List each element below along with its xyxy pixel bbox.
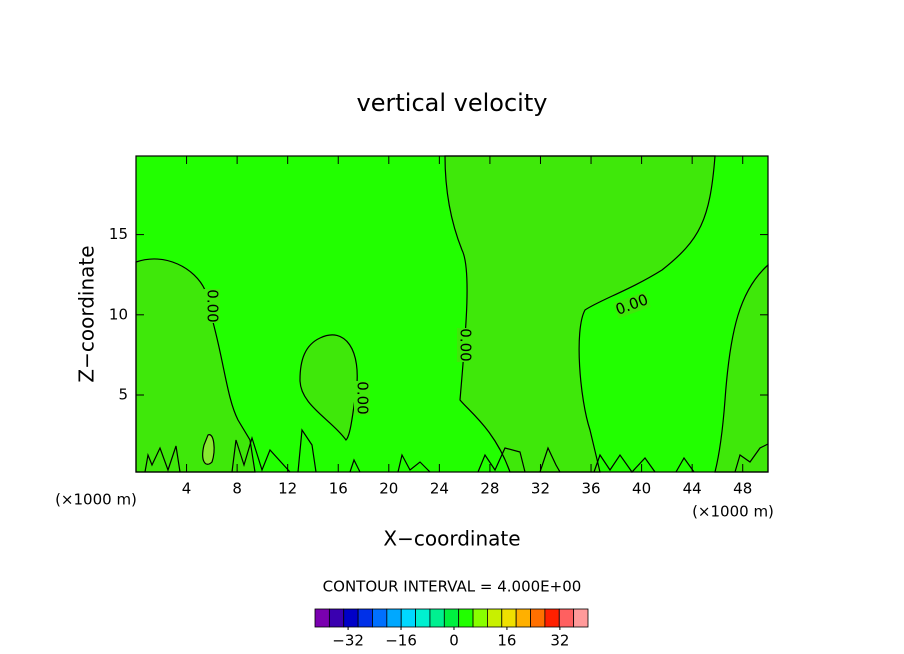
contour-regions — [135, 155, 769, 473]
colorbar-tick-label: 0 — [449, 632, 459, 650]
y-tick-label: 5 — [118, 386, 128, 404]
contour-region — [714, 263, 769, 473]
x-tick-label: 48 — [733, 480, 752, 498]
contour-region — [135, 258, 256, 473]
colorbar-swatch — [472, 608, 488, 628]
contour-label: 0.00 — [457, 328, 475, 361]
colorbar-swatch — [429, 608, 445, 628]
y-tick-label: 15 — [109, 225, 128, 243]
x-tick-label: 32 — [531, 480, 550, 498]
contour-label-bg — [354, 381, 370, 415]
colorbar-tick-label: −32 — [332, 632, 364, 650]
x-tick-label: 36 — [581, 480, 600, 498]
colorbar-swatch — [558, 608, 575, 628]
y-tick-label: 10 — [109, 305, 128, 323]
contour-interval: CONTOUR INTERVAL = 4.000E+00 — [323, 578, 582, 596]
contour-region — [202, 434, 215, 465]
colorbar-swatch — [357, 608, 373, 628]
colorbar-swatch — [544, 608, 560, 628]
contour-label-bg — [613, 291, 651, 319]
x-tick-label: 24 — [430, 480, 449, 498]
x-tick-label: 40 — [632, 480, 651, 498]
chart-title: vertical velocity — [357, 89, 548, 117]
x-tick-label: 44 — [683, 480, 702, 498]
x-tick-label: 20 — [379, 480, 398, 498]
x-tick-label: 4 — [182, 480, 192, 498]
colorbar-tick-label: 16 — [497, 632, 516, 650]
colorbar-swatch — [328, 608, 345, 628]
colorbar-tick-label: −16 — [385, 632, 417, 650]
colorbar-swatch — [386, 608, 402, 628]
y-axis-label: Z−coordinate — [75, 245, 99, 382]
colorbar-swatch — [530, 608, 546, 628]
colorbar-swatch — [415, 608, 431, 628]
colorbar-swatch — [487, 608, 503, 628]
contour-region — [444, 155, 716, 473]
x-tick-label: 8 — [232, 480, 242, 498]
contour-squiggle — [144, 428, 769, 473]
colorbar-swatch — [443, 608, 460, 628]
x-tick-label: 28 — [480, 480, 499, 498]
x-tick-label: 12 — [278, 480, 297, 498]
contour-label: 0.00 — [204, 289, 222, 322]
colorbar-tick-label: 32 — [550, 632, 569, 650]
contour-label-bg — [457, 328, 473, 362]
colorbar-swatch — [400, 608, 416, 628]
colorbar-swatch — [515, 608, 531, 628]
colorbar-swatch — [372, 608, 388, 628]
colorbar-swatch — [343, 608, 359, 628]
x-unit: (×1000 m) — [55, 491, 137, 509]
x-unit: (×1000 m) — [692, 503, 774, 521]
contour-label: 0.00 — [354, 381, 372, 414]
contour-label-bg — [204, 289, 220, 323]
colorbar-swatch — [458, 608, 474, 628]
x-tick-label: 16 — [329, 480, 348, 498]
contour-region — [299, 334, 358, 441]
colorbar-swatch — [573, 608, 589, 628]
plot-frame — [135, 155, 769, 473]
x-axis-label: X−coordinate — [383, 527, 520, 551]
colorbar-swatch — [314, 608, 330, 628]
colorbar-swatch — [501, 608, 517, 628]
